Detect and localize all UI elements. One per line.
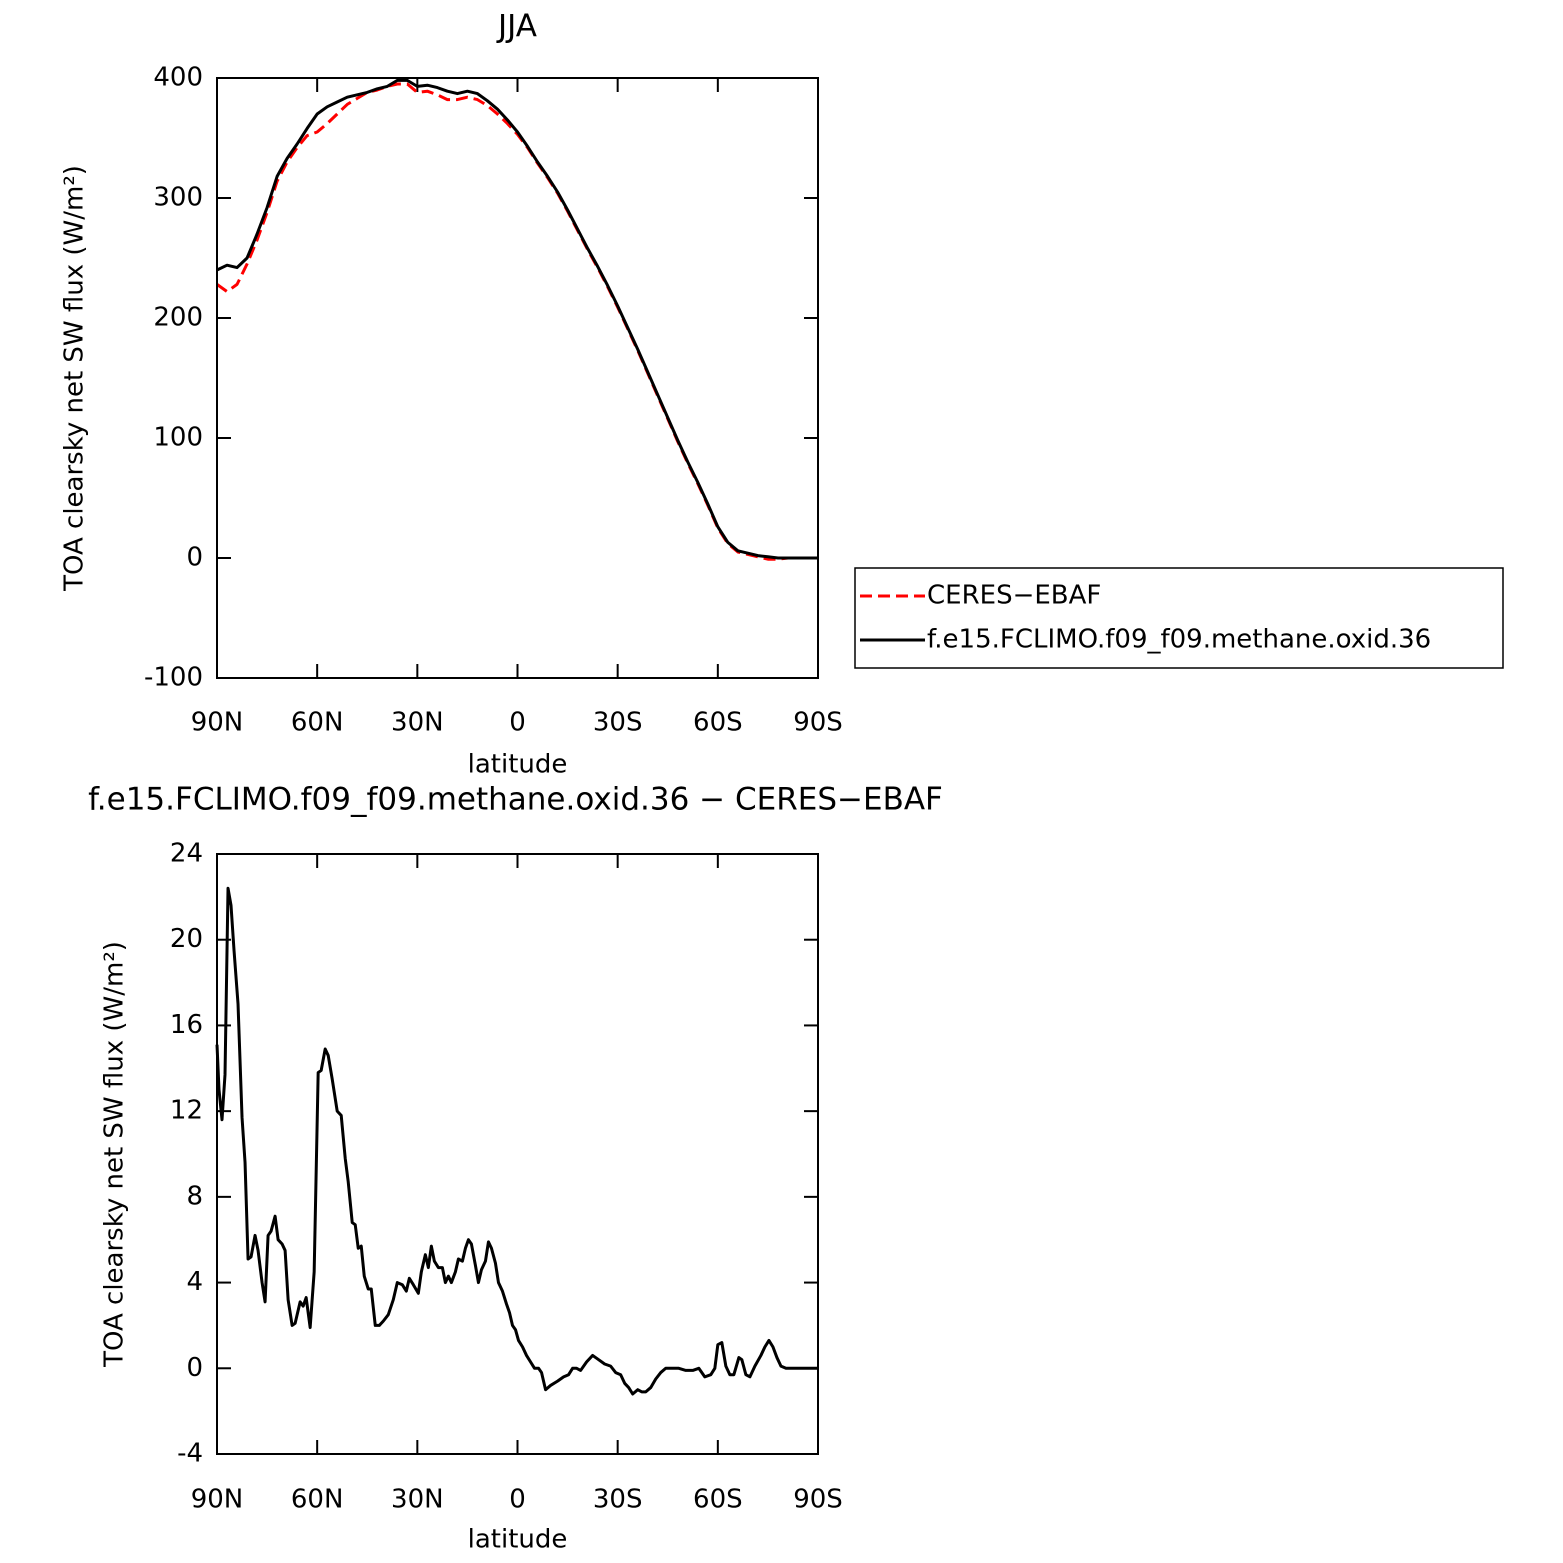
x-tick-label: 90S [793, 708, 843, 738]
y-axis-label: TOA clearsky net SW flux (W/m²) [60, 165, 90, 592]
x-tick-label: 30S [593, 708, 643, 738]
x-tick-label: 60N [291, 708, 344, 738]
y-tick-label: 16 [170, 1010, 203, 1040]
y-tick-label: 24 [170, 839, 203, 869]
plot-frame [216, 77, 819, 679]
x-tick-label: 30N [391, 708, 444, 738]
plot-frame [216, 853, 819, 1455]
y-tick-label: -4 [177, 1439, 203, 1469]
y-tick-label: 0 [186, 543, 203, 573]
y-tick-label: -100 [144, 663, 203, 693]
line-series [216, 82, 818, 561]
x-axis-label: latitude [468, 750, 568, 780]
y-tick-label: 12 [170, 1096, 203, 1126]
y-tick-label: 8 [186, 1181, 203, 1211]
y-tick-label: 100 [153, 423, 203, 453]
x-tick-label: 0 [509, 1485, 526, 1515]
x-tick-label: 30N [391, 1485, 444, 1515]
legend-label: CERES−EBAF [927, 581, 1101, 611]
y-tick-label: 4 [186, 1267, 203, 1297]
y-axis-label: TOA clearsky net SW flux (W/m²) [100, 941, 130, 1368]
legend-box [854, 567, 1504, 669]
x-axis-label: latitude [468, 1525, 568, 1555]
y-tick-label: 200 [153, 303, 203, 333]
x-tick-label: 60S [693, 1485, 743, 1515]
x-tick-label: 90S [793, 1485, 843, 1515]
y-tick-label: 0 [186, 1353, 203, 1383]
x-tick-label: 60S [693, 708, 743, 738]
y-tick-label: 20 [170, 924, 203, 954]
x-tick-label: 90N [191, 708, 244, 738]
legend-label: f.e15.FCLIMO.f09_f09.methane.oxid.36 [927, 625, 1431, 655]
x-tick-label: 90N [191, 1485, 244, 1515]
line-series [215, 886, 818, 1396]
chart-title: JJA [496, 9, 537, 45]
chart-title: f.e15.FCLIMO.f09_f09.methane.oxid.36 − C… [88, 782, 943, 818]
line-series [216, 78, 818, 560]
y-tick-label: 400 [153, 63, 203, 93]
y-tick-label: 300 [153, 183, 203, 213]
x-tick-label: 30S [593, 1485, 643, 1515]
x-tick-label: 0 [509, 708, 526, 738]
x-tick-label: 60N [291, 1485, 344, 1515]
